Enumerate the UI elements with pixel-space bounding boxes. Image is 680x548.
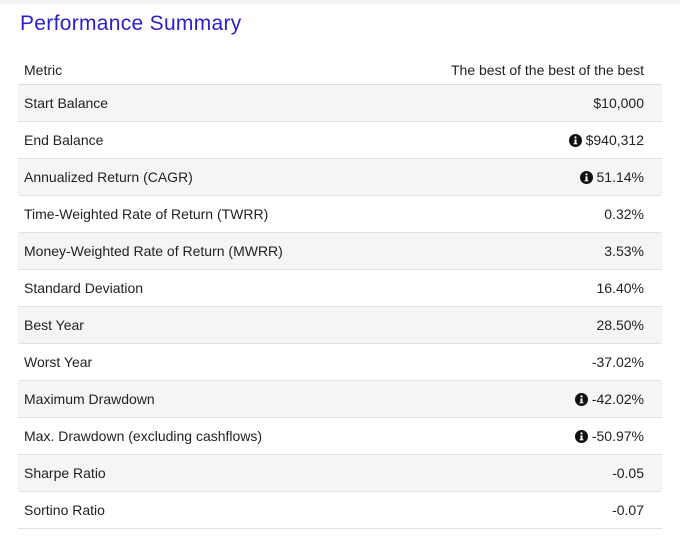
section-title: Performance Summary [20,12,242,35]
metric-name: Worst Year [18,343,376,381]
cell-text: Sharpe Ratio [24,465,106,481]
metric-name: Best Year [18,306,376,344]
table-row: Money-Weighted Rate of Return (MWRR) 3.53… [18,232,662,270]
cell-text: -42.02% [591,391,644,407]
info-icon[interactable] [568,134,582,147]
table-row: Annualized Return (CAGR) 51.14% [18,158,662,196]
cell-text: Start Balance [24,95,109,111]
top-border [0,0,680,4]
info-icon[interactable] [574,430,588,443]
table-row: Best Year 28.50% [18,306,662,344]
table-row: Standard Deviation 16.40% [18,269,662,307]
info-icon[interactable] [574,393,588,406]
cell-text: Money-Weighted Rate of Return (MWRR) [24,243,283,259]
metric-name: Time-Weighted Rate of Return (TWRR) [18,195,376,233]
metric-value: -37.02% [375,343,662,381]
metric-name: Sortino Ratio [18,491,376,529]
table-row: Time-Weighted Rate of Return (TWRR) 0.32% [18,195,662,233]
metric-value: 0.32% [375,195,662,233]
cell-text: -0.07 [612,502,644,518]
table-row: Start Balance $10,000 [18,84,662,122]
metric-value: -42.02% [375,380,662,418]
table-row: Sortino Ratio -0.07 [18,491,662,529]
table-row: Sharpe Ratio -0.05 [18,454,662,492]
cell-text: Worst Year [24,354,93,370]
cell-text: Annualized Return (CAGR) [24,169,193,185]
metric-value: $940,312 [375,121,662,159]
column-header: Metric [18,55,376,85]
metric-name: Standard Deviation [18,269,376,307]
metric-name: Start Balance [18,84,376,122]
cell-text: 51.14% [596,169,644,185]
cell-text: 16.40% [596,280,644,296]
metric-value: -0.05 [375,454,662,492]
cell-text: Max. Drawdown (excluding cashflows) [24,428,263,444]
metric-value: $10,000 [375,84,662,122]
metric-name: Annualized Return (CAGR) [18,158,376,196]
table-row: Max. Drawdown (excluding cashflows) -50.9… [18,417,662,455]
header-row: Metric The best of the best of the best [18,55,662,85]
cell-text: Sortino Ratio [24,502,105,518]
metric-name: Sharpe Ratio [18,454,376,492]
metric-name: Maximum Drawdown [18,380,376,418]
cell-text: 3.53% [604,243,644,259]
column-header: The best of the best of the best [375,55,662,85]
cell-text: -50.97% [591,428,644,444]
table-row: Worst Year -37.02% [18,343,662,381]
metric-value: 51.14% [375,158,662,196]
metric-value: 16.40% [375,269,662,307]
cell-text: Maximum Drawdown [24,391,155,407]
metric-name: End Balance [18,121,376,159]
cell-text: Standard Deviation [24,280,144,296]
cell-text: -37.02% [591,354,644,370]
metric-name: Max. Drawdown (excluding cashflows) [18,417,376,455]
summary-table: Metric The best of the best of the best … [18,55,662,529]
cell-text: 28.50% [596,317,644,333]
cell-text: Best Year [24,317,84,333]
info-icon[interactable] [579,171,593,184]
cell-text: Time-Weighted Rate of Return (TWRR) [24,206,269,222]
metric-value: -0.07 [375,491,662,529]
cell-text: 0.32% [604,206,644,222]
cell-text: -0.05 [612,465,644,481]
metric-name: Money-Weighted Rate of Return (MWRR) [18,232,376,270]
metric-value: 28.50% [375,306,662,344]
table-row: Maximum Drawdown -42.02% [18,380,662,418]
metric-value: 3.53% [375,232,662,270]
cell-text: $10,000 [593,95,644,111]
metric-value: -50.97% [375,417,662,455]
cell-text: $940,312 [585,132,644,148]
table-body: Start Balance $10,000 End Balance $940,312 A… [18,84,662,529]
table-row: End Balance $940,312 [18,121,662,159]
cell-text: End Balance [24,132,104,148]
